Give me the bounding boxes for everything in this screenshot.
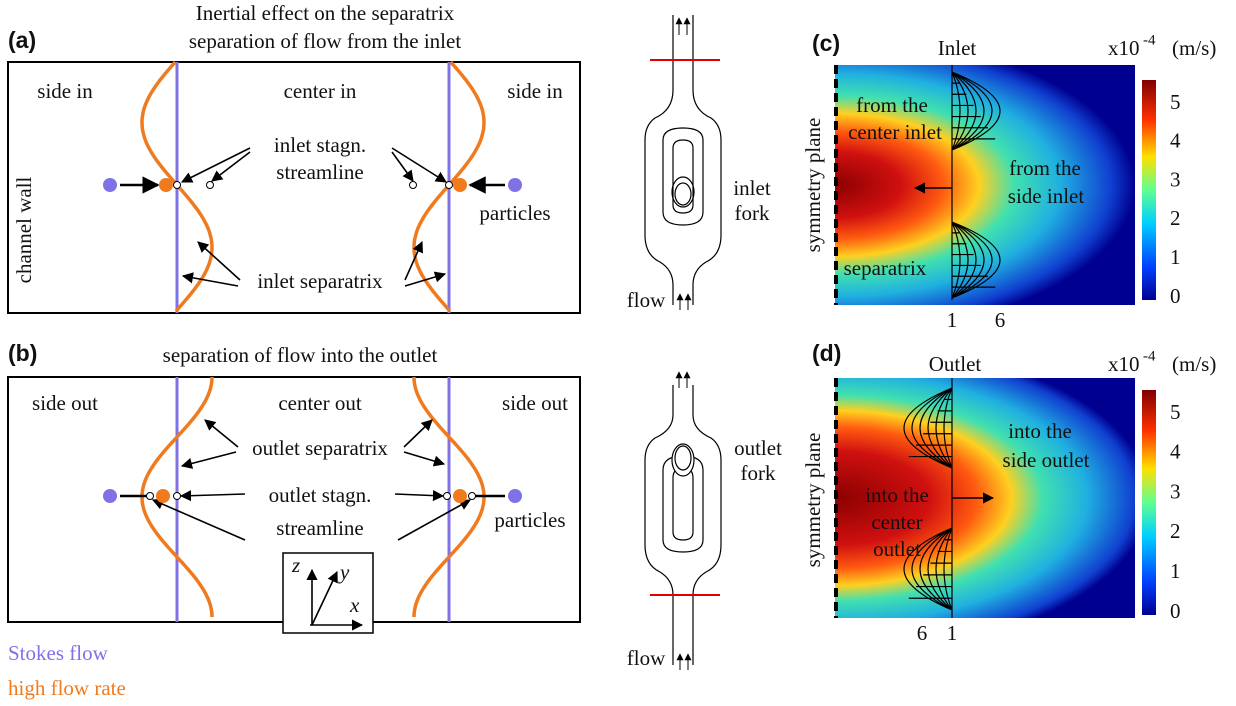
panel-b: (b) separation of flow into the outlet s…: [7, 340, 581, 634]
label: inlet separatrix: [257, 269, 383, 293]
label: inlet stagn.: [274, 133, 366, 157]
outlet-fork: [644, 371, 722, 670]
region: center in: [284, 79, 357, 103]
axis-label: symmetry plane: [801, 118, 825, 253]
legend-entry: Stokes flow: [8, 641, 109, 665]
fork-label: outlet: [734, 436, 782, 460]
panel-c: (c) Inlet from the center inlet from the…: [801, 30, 1217, 332]
inlet-fork: [644, 15, 722, 310]
label: streamline: [276, 516, 363, 540]
colorbar-tick-label: 4: [1170, 440, 1181, 464]
label: center: [871, 510, 922, 534]
colorbar-tick-label: 2: [1170, 206, 1181, 230]
unit: -4: [1143, 348, 1156, 364]
label: into the: [1008, 419, 1072, 443]
region: side in: [37, 79, 93, 103]
velocity-map: [835, 65, 1135, 305]
label: outlet: [873, 537, 921, 561]
axis-label: x: [349, 593, 360, 617]
profile-label: 1: [947, 621, 958, 645]
label: particles: [494, 508, 565, 532]
colorbar-tick-label: 3: [1170, 167, 1181, 191]
colorbar: [1142, 390, 1156, 615]
label: side outlet: [1003, 448, 1090, 472]
colorbar-tick-label: 4: [1170, 129, 1181, 153]
flow-label: flow: [627, 288, 666, 312]
channel: [7, 61, 581, 314]
flow-label: flow: [627, 646, 666, 670]
region: side out: [502, 391, 568, 415]
label: from the: [1009, 156, 1081, 180]
fork-label: fork: [735, 201, 770, 225]
profile-label: 1: [947, 308, 958, 332]
label: center inlet: [848, 120, 942, 144]
colorbar-tick-label: 0: [1170, 284, 1181, 308]
title: Outlet: [929, 352, 982, 376]
axis-label: y: [338, 560, 350, 584]
axis-label: symmetry plane: [801, 433, 825, 568]
panel-label: (b): [8, 340, 37, 366]
colorbar-tick-label: 1: [1170, 245, 1181, 269]
unit: -4: [1143, 32, 1156, 48]
fork-label: inlet: [733, 176, 770, 200]
unit: x10: [1108, 352, 1140, 376]
title: Inertial effect on the separatrix: [196, 1, 455, 25]
panel-d: (d) Outlet into the side outlet into the…: [801, 340, 1217, 645]
unit: x10: [1108, 36, 1140, 60]
colorbar-tick-label: 0: [1170, 599, 1181, 623]
label: side inlet: [1008, 184, 1085, 208]
panel-label: (a): [8, 27, 36, 53]
panel-a: (a) Inertial effect on the separatrix se…: [7, 1, 581, 314]
title: Inlet: [938, 36, 977, 60]
colorbar-tick-label: 5: [1170, 90, 1181, 114]
unit: (m/s): [1172, 36, 1216, 60]
title: separation of flow from the inlet: [189, 29, 461, 53]
panel-label: (d): [812, 340, 841, 366]
label: particles: [479, 201, 550, 225]
label: into the: [865, 483, 929, 507]
label: outlet stagn.: [269, 483, 372, 507]
wall-label: channel wall: [12, 176, 36, 283]
region: side out: [32, 391, 98, 415]
region: center out: [278, 391, 362, 415]
panel-label: (c): [812, 30, 840, 56]
region: side in: [507, 79, 563, 103]
label: from the: [856, 93, 928, 117]
title: separation of flow into the outlet: [163, 343, 438, 367]
fork-label: fork: [741, 461, 776, 485]
profile-label: 6: [995, 308, 1006, 332]
label: streamline: [276, 160, 363, 184]
profile-label: 6: [917, 621, 928, 645]
colorbar-tick-label: 5: [1170, 400, 1181, 424]
label: separatrix: [844, 256, 927, 280]
unit: (m/s): [1172, 352, 1216, 376]
legend-entry: high flow rate: [8, 676, 126, 700]
colorbar-tick-label: 1: [1170, 559, 1181, 583]
colorbar: [1142, 80, 1156, 300]
axis-label: z: [291, 553, 300, 577]
colorbar-tick-label: 2: [1170, 519, 1181, 543]
colorbar-tick-label: 3: [1170, 479, 1181, 503]
label: outlet separatrix: [252, 436, 388, 460]
